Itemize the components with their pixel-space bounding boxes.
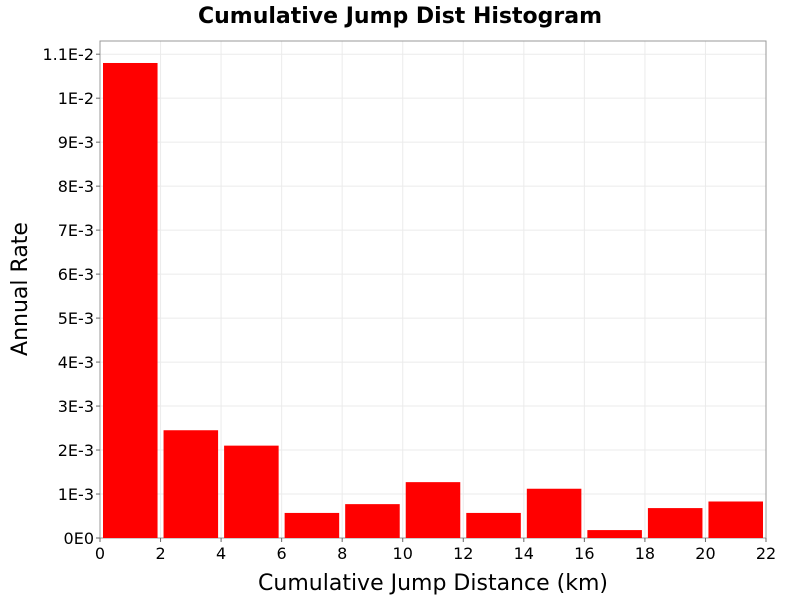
x-tick-label: 14 — [514, 544, 534, 563]
x-tick-label: 6 — [277, 544, 287, 563]
histogram-bar-8 — [587, 530, 642, 538]
y-axis-ticks: 0E0 1E-3 2E-3 3E-3 4E-3 5E-3 6E-3 7E-3 8E-3 9E-3 1… — [42, 45, 100, 548]
chart-title: Cumulative Jump Dist Histogram — [198, 4, 602, 29]
histogram-bar-7 — [526, 488, 582, 538]
histogram-bar-4 — [345, 504, 400, 538]
y-axis-label: Annual Rate — [8, 222, 33, 356]
histogram-bar-0 — [103, 62, 158, 538]
y-tick-label: 1.1E-2 — [42, 45, 94, 64]
y-tick-label: 0E0 — [64, 529, 94, 548]
histogram-bar-5 — [405, 482, 461, 538]
y-tick-label: 1E-3 — [58, 485, 94, 504]
x-axis-ticks: 0 2 4 6 8 10 12 14 16 18 20 22 — [95, 538, 776, 563]
x-tick-label: 16 — [574, 544, 594, 563]
histogram-bar-2 — [224, 445, 279, 538]
histogram-bar-3 — [284, 512, 340, 538]
y-tick-label: 3E-3 — [58, 397, 94, 416]
y-tick-label: 8E-3 — [58, 177, 94, 196]
histogram-bar-9 — [647, 508, 703, 538]
x-tick-label: 10 — [393, 544, 413, 563]
x-tick-label: 12 — [453, 544, 473, 563]
y-tick-label: 6E-3 — [58, 265, 94, 284]
histogram-bar-6 — [466, 512, 521, 538]
x-tick-label: 4 — [216, 544, 226, 563]
x-tick-label: 18 — [635, 544, 655, 563]
y-tick-label: 1E-2 — [58, 89, 94, 108]
y-tick-label: 9E-3 — [58, 133, 94, 152]
y-tick-label: 7E-3 — [58, 221, 94, 240]
x-tick-label: 20 — [695, 544, 715, 563]
x-tick-label: 8 — [337, 544, 347, 563]
x-tick-label: 2 — [155, 544, 165, 563]
x-tick-label: 0 — [95, 544, 105, 563]
histogram-bar-1 — [163, 430, 219, 538]
x-tick-label: 22 — [756, 544, 776, 563]
y-tick-label: 4E-3 — [58, 353, 94, 372]
y-tick-label: 5E-3 — [58, 309, 94, 328]
y-tick-label: 2E-3 — [58, 441, 94, 460]
histogram-bar-10 — [708, 501, 763, 538]
bars — [103, 62, 763, 538]
x-axis-label: Cumulative Jump Distance (km) — [258, 571, 608, 596]
